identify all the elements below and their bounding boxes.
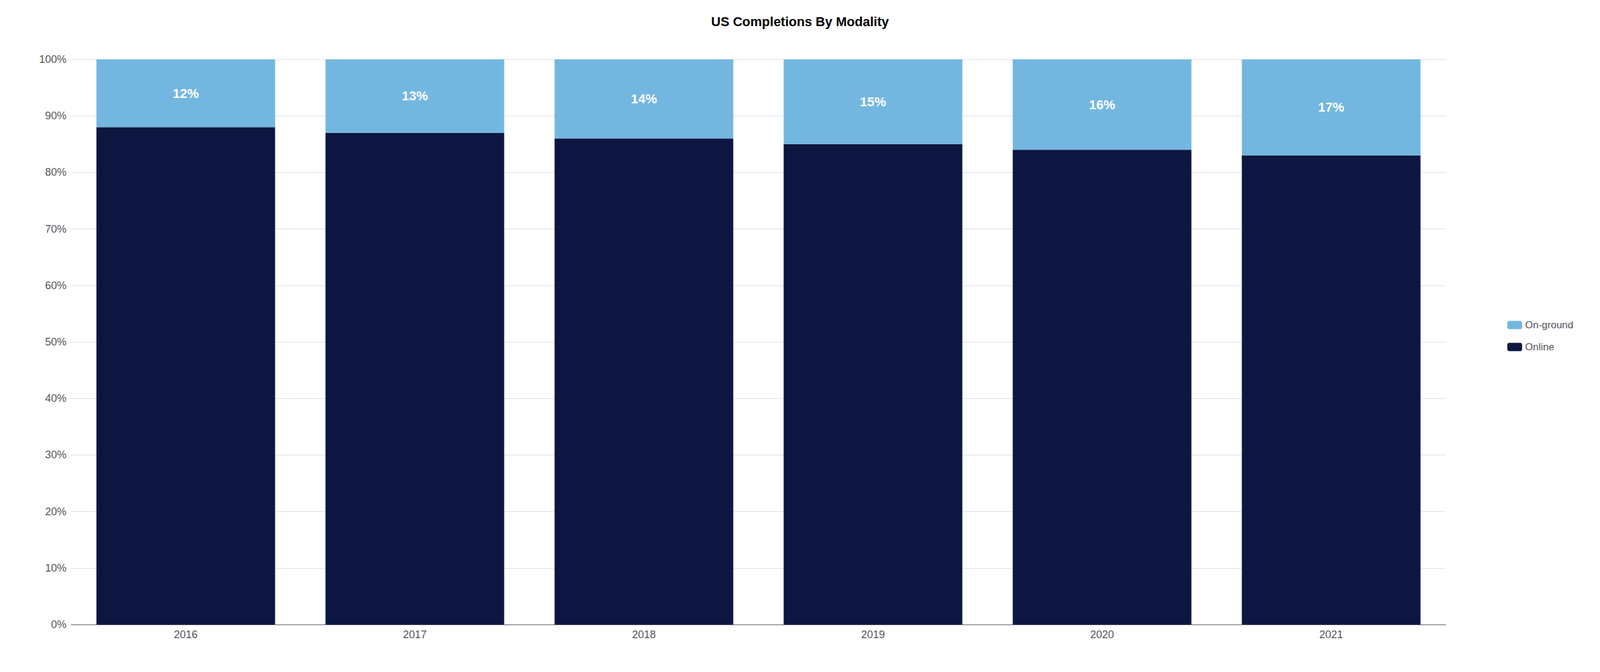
svg-text:70%: 70%	[45, 223, 67, 236]
svg-text:13%: 13%	[401, 88, 428, 104]
svg-text:2018: 2018	[632, 628, 656, 641]
svg-text:15%: 15%	[859, 94, 887, 110]
svg-text:2021: 2021	[1319, 628, 1344, 641]
svg-text:60%: 60%	[45, 279, 67, 292]
svg-text:2017: 2017	[402, 628, 427, 641]
svg-text:0%: 0%	[51, 618, 67, 631]
svg-text:Online: Online	[1525, 341, 1555, 353]
svg-text:90%: 90%	[45, 109, 67, 122]
svg-text:On-ground: On-ground	[1525, 319, 1574, 331]
svg-text:10%: 10%	[45, 562, 67, 574]
svg-text:16%: 16%	[1089, 97, 1116, 113]
svg-text:80%: 80%	[45, 166, 67, 179]
svg-text:US Completions By Modality: US Completions By Modality	[710, 14, 890, 30]
svg-text:40%: 40%	[45, 392, 67, 405]
svg-text:17%: 17%	[1318, 99, 1345, 115]
svg-text:2016: 2016	[173, 628, 198, 641]
svg-text:50%: 50%	[45, 335, 67, 348]
svg-text:14%: 14%	[630, 91, 657, 107]
svg-text:12%: 12%	[172, 86, 199, 101]
svg-text:30%: 30%	[45, 448, 67, 461]
svg-text:20%: 20%	[45, 505, 67, 518]
svg-text:2020: 2020	[1090, 628, 1114, 641]
svg-text:2019: 2019	[861, 628, 885, 641]
svg-text:100%: 100%	[39, 53, 67, 66]
